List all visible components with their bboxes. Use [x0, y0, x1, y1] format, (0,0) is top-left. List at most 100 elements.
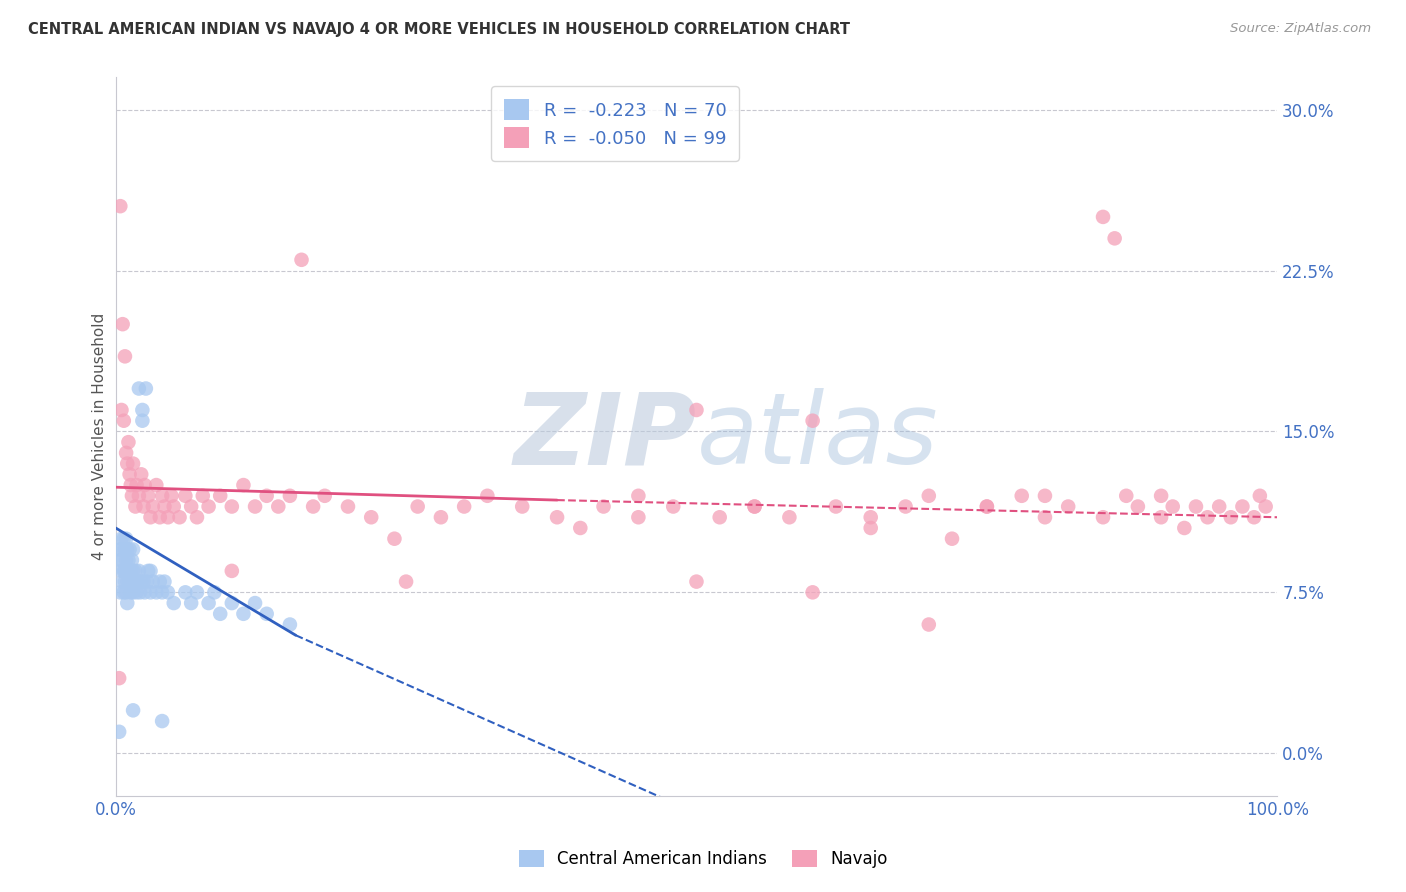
Point: [122, 542, 145, 557]
Point: [120, 564, 142, 578]
Point: [145, 585, 167, 599]
Point: [662, 500, 685, 514]
Point: [122, 574, 145, 589]
Text: Source: ZipAtlas.com: Source: ZipAtlas.com: [1230, 22, 1371, 36]
Point: [112, 585, 135, 599]
Point: [180, 596, 202, 610]
Point: [121, 489, 143, 503]
Point: [1057, 500, 1080, 514]
Point: [221, 564, 243, 578]
Point: [111, 317, 134, 331]
Point: [197, 500, 219, 514]
Point: [894, 500, 917, 514]
Point: [1033, 489, 1056, 503]
Point: [160, 489, 183, 503]
Point: [243, 500, 266, 514]
Point: [117, 553, 139, 567]
Point: [134, 478, 156, 492]
Y-axis label: 4 or more Vehicles in Household: 4 or more Vehicles in Household: [93, 313, 107, 560]
Point: [169, 510, 191, 524]
Point: [124, 564, 146, 578]
Point: [627, 489, 650, 503]
Point: [1115, 489, 1137, 503]
Point: [145, 478, 167, 492]
Point: [1161, 500, 1184, 514]
Point: [117, 596, 139, 610]
Point: [122, 564, 145, 578]
Point: [267, 500, 290, 514]
Point: [824, 500, 846, 514]
Point: [118, 574, 141, 589]
Point: [127, 574, 149, 589]
Point: [139, 585, 162, 599]
Point: [202, 585, 225, 599]
Point: [117, 564, 139, 578]
Point: [132, 500, 155, 514]
Point: [108, 542, 131, 557]
Text: CENTRAL AMERICAN INDIAN VS NAVAJO 4 OR MORE VEHICLES IN HOUSEHOLD CORRELATION CH: CENTRAL AMERICAN INDIAN VS NAVAJO 4 OR M…: [28, 22, 851, 37]
Point: [117, 574, 139, 589]
Point: [221, 500, 243, 514]
Point: [129, 574, 152, 589]
Point: [120, 585, 142, 599]
Point: [142, 500, 165, 514]
Point: [128, 489, 150, 503]
Point: [108, 671, 131, 685]
Point: [115, 446, 138, 460]
Point: [232, 478, 254, 492]
Point: [110, 542, 132, 557]
Point: [209, 489, 232, 503]
Point: [122, 457, 145, 471]
Point: [150, 489, 173, 503]
Point: [110, 585, 132, 599]
Point: [360, 510, 382, 524]
Point: [125, 478, 148, 492]
Point: [1033, 510, 1056, 524]
Point: [1185, 500, 1208, 514]
Point: [1092, 210, 1115, 224]
Point: [801, 414, 824, 428]
Text: ZIP: ZIP: [513, 388, 696, 485]
Point: [546, 510, 568, 524]
Point: [117, 435, 139, 450]
Point: [150, 585, 173, 599]
Point: [153, 500, 176, 514]
Point: [114, 349, 136, 363]
Point: [136, 574, 159, 589]
Point: [186, 510, 208, 524]
Point: [477, 489, 499, 503]
Point: [592, 500, 614, 514]
Legend: R =  -0.223   N = 70, R =  -0.050   N = 99: R = -0.223 N = 70, R = -0.050 N = 99: [491, 87, 740, 161]
Point: [111, 574, 134, 589]
Point: [1232, 500, 1254, 514]
Point: [395, 574, 418, 589]
Point: [139, 564, 162, 578]
Point: [174, 489, 197, 503]
Legend: Central American Indians, Navajo: Central American Indians, Navajo: [512, 843, 894, 875]
Point: [115, 532, 138, 546]
Point: [111, 553, 134, 567]
Point: [1197, 510, 1219, 524]
Point: [278, 617, 301, 632]
Point: [134, 585, 156, 599]
Point: [115, 553, 138, 567]
Point: [1173, 521, 1195, 535]
Point: [569, 521, 592, 535]
Point: [406, 500, 429, 514]
Point: [110, 532, 132, 546]
Point: [290, 252, 312, 267]
Point: [1249, 489, 1271, 503]
Point: [744, 500, 766, 514]
Point: [337, 500, 360, 514]
Point: [128, 564, 150, 578]
Point: [1208, 500, 1230, 514]
Point: [209, 607, 232, 621]
Point: [627, 510, 650, 524]
Point: [156, 510, 179, 524]
Point: [314, 489, 336, 503]
Point: [801, 585, 824, 599]
Point: [510, 500, 533, 514]
Point: [153, 574, 176, 589]
Point: [197, 596, 219, 610]
Point: [124, 500, 146, 514]
